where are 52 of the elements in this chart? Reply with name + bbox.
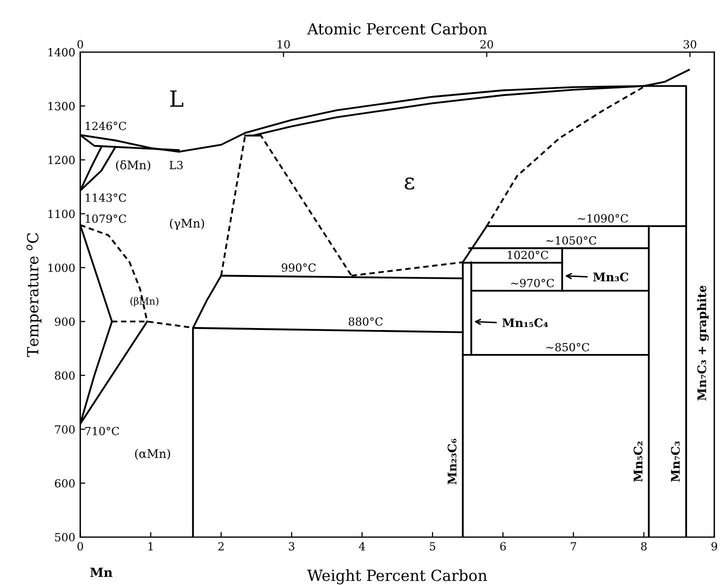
x2-axis-title: Atomic Percent Carbon (307, 22, 487, 35)
annotation: 1143°C (86, 194, 126, 202)
x2-tick-label: 10 (278, 40, 290, 49)
annotation: Mn₂₃C₆ (448, 438, 457, 484)
annotation: (δMn) (116, 160, 150, 172)
y-tick-label: 1000 (48, 264, 75, 272)
x-tick-label: 5 (430, 542, 436, 550)
x2-tick-label: 30 (684, 40, 696, 49)
annotation: Mn₇C₃ (670, 441, 680, 482)
y-tick-label: 1400 (48, 48, 75, 56)
y-tick-label: 600 (54, 479, 75, 488)
annotation: Mn₁₅C₄ (502, 318, 548, 328)
x-tick-label: 8 (641, 542, 647, 550)
x-tick-label: 7 (570, 542, 576, 550)
x-tick-label: 2 (218, 542, 224, 550)
x-tick-label: 1 (148, 542, 153, 550)
annotation: 1020°C (508, 250, 548, 260)
y-tick-label: 1100 (48, 210, 75, 218)
annotation: Mn₅C₂ (634, 442, 643, 482)
annotation: 1079°C (86, 214, 126, 223)
annotation: L (170, 90, 184, 107)
x-tick-label: 6 (500, 542, 506, 550)
annotation: Mn₃C (593, 272, 628, 282)
annotation: 880°C (348, 317, 383, 326)
y-tick-label: 800 (54, 371, 75, 380)
x-tick-label: 4 (358, 542, 366, 550)
annotation: Mn₇C₃ + graphite (697, 286, 709, 401)
y-tick-label: 700 (55, 425, 75, 434)
x2-tick-label: 20 (480, 40, 494, 49)
annotation: ~1090°C (578, 214, 628, 223)
x2-tick-label: 0 (77, 40, 84, 49)
annotation: (γMn) (170, 218, 204, 230)
x-axis-title: Weight Percent Carbon (307, 569, 488, 584)
annotation: ~1050°C (546, 236, 596, 245)
annotation: (αMn) (135, 448, 170, 460)
annotation: ~970°C (511, 278, 554, 288)
annotation: L3 (170, 160, 183, 170)
x-tick-label: 0 (77, 542, 84, 550)
y-tick-label: 1300 (48, 102, 75, 110)
y-tick-label: 1200 (48, 156, 75, 164)
annotation: 990°C (282, 263, 316, 272)
annotation: 1246°C (86, 122, 126, 130)
annotation: (βMn) (130, 297, 158, 307)
x-tick-label: 9 (711, 542, 718, 550)
y-axis-title: Temperature $^{o}$C (26, 233, 42, 357)
annotation: ε (404, 177, 414, 190)
y-tick-label: 500 (55, 533, 75, 542)
text: Mn (90, 568, 112, 577)
x-tick-label: 3 (288, 542, 294, 550)
annotation: ~850°C (546, 342, 590, 352)
annotation: 710°C (85, 426, 120, 436)
y-tick-label: 900 (54, 317, 75, 326)
